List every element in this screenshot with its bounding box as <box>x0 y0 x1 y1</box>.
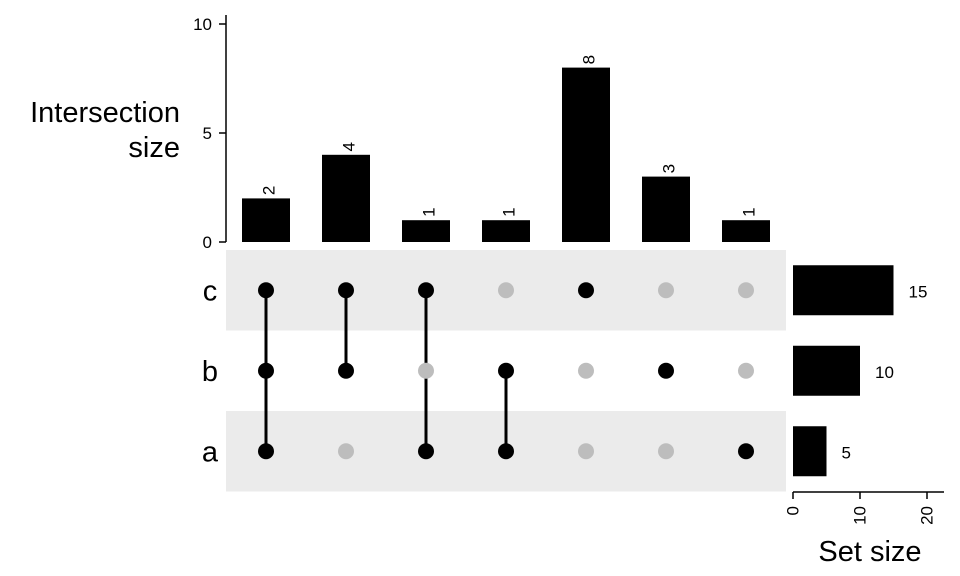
set-size-title: Set size <box>818 536 921 568</box>
y-axis-title-line1: Intersection <box>30 97 180 129</box>
intersection-bar-label: 1 <box>500 207 519 216</box>
matrix-dot-inactive <box>738 282 754 299</box>
set-size-panel: 0 10 20 15 10 5 <box>784 265 944 525</box>
matrix-dot-active <box>258 282 274 299</box>
intersection-bar <box>322 154 370 242</box>
intersection-bar-label: 4 <box>340 142 359 151</box>
intersection-bar <box>402 220 450 242</box>
matrix-dot-active <box>338 282 354 299</box>
intersection-bar-label: 1 <box>420 207 439 216</box>
matrix-dot-active <box>258 443 274 460</box>
intersection-bar-label: 8 <box>580 55 599 64</box>
intersection-bar <box>562 67 610 242</box>
set-labels: c b a <box>202 275 219 468</box>
intersection-bar-label: 3 <box>660 164 679 173</box>
set-size-tick-label: 10 <box>851 506 870 525</box>
set-size-bar-a <box>793 426 827 477</box>
intersection-bar-label: 1 <box>740 207 759 216</box>
set-size-tick-label: 0 <box>784 506 803 515</box>
y-tick-label: 10 <box>193 15 212 34</box>
set-size-bar-c <box>793 265 894 316</box>
y-axis-title-line2: size <box>128 132 180 164</box>
intersection-bar-label: 2 <box>260 186 279 195</box>
set-size-bar-b <box>793 345 860 396</box>
set-size-value-b: 10 <box>875 363 894 382</box>
matrix-dot-active <box>578 282 594 299</box>
matrix-dot-inactive <box>738 362 754 379</box>
matrix-dot-active <box>258 362 274 379</box>
matrix-dot-inactive <box>658 282 674 299</box>
matrix-dot-active <box>338 362 354 379</box>
intersection-size-axis: 0 5 10 <box>193 15 227 252</box>
intersection-bar <box>482 220 530 242</box>
matrix-dot-active <box>498 443 514 460</box>
matrix-dot-active <box>418 443 434 460</box>
matrix-dot-inactive <box>418 362 434 379</box>
matrix-dot-inactive <box>578 443 594 460</box>
y-ticks: 0 5 10 <box>193 15 226 252</box>
y-tick-label: 5 <box>203 124 212 143</box>
intersection-bars <box>242 67 770 242</box>
matrix-dot-inactive <box>338 443 354 460</box>
intersection-matrix <box>258 282 754 460</box>
matrix-dot-active <box>738 443 754 460</box>
matrix-dot-inactive <box>658 443 674 460</box>
set-size-value-a: 5 <box>842 443 851 462</box>
set-label-a: a <box>202 436 219 468</box>
matrix-dot-active <box>498 362 514 379</box>
intersection-bar-labels: 2 4 1 1 8 3 1 <box>260 55 759 217</box>
set-size-tick-label: 20 <box>918 506 937 525</box>
y-tick-label: 0 <box>203 233 212 252</box>
intersection-bar <box>642 176 690 242</box>
intersection-bar <box>722 220 770 242</box>
intersection-bar <box>242 198 290 242</box>
set-size-value-c: 15 <box>909 282 928 301</box>
set-label-b: b <box>202 356 218 388</box>
matrix-dot-active <box>658 362 674 379</box>
matrix-dot-inactive <box>498 282 514 299</box>
matrix-dot-inactive <box>578 362 594 379</box>
matrix-dot-active <box>418 282 434 299</box>
set-label-c: c <box>203 275 218 307</box>
